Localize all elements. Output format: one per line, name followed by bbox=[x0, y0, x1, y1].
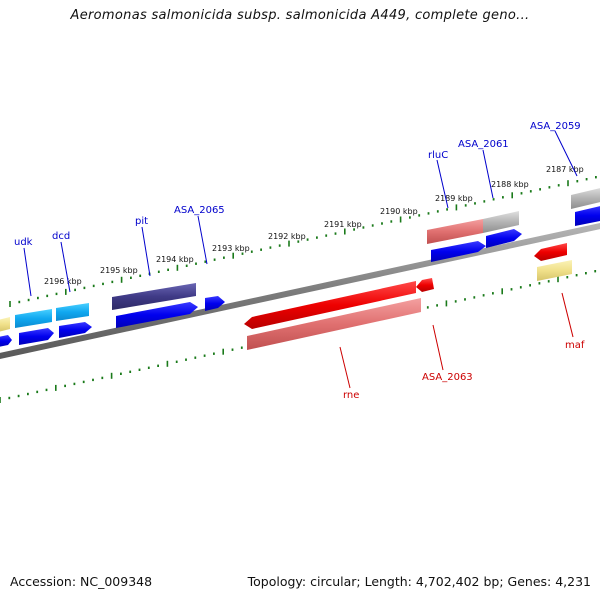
cds-asa2065-arrow[interactable] bbox=[205, 296, 225, 311]
cds-rluc-arrow[interactable] bbox=[431, 241, 486, 262]
gene-rne-feature[interactable] bbox=[244, 281, 416, 329]
label-dcd[interactable]: dcd bbox=[52, 231, 70, 242]
genome-backbone bbox=[0, 223, 600, 359]
label-asa2063[interactable]: ASA_2063 bbox=[422, 372, 473, 383]
kbp-label-2190: 2190 kbp bbox=[380, 207, 418, 216]
leader-asa2061 bbox=[482, 149, 494, 199]
gene-left-yellow-feature[interactable] bbox=[0, 317, 10, 332]
reverse-label-leaders bbox=[339, 292, 574, 389]
label-rne[interactable]: rne bbox=[343, 390, 359, 401]
kbp-label-2195: 2195 kbp bbox=[100, 266, 138, 275]
kbp-label-2196: 2196 kbp bbox=[44, 277, 82, 286]
kbp-label-2192: 2192 kbp bbox=[268, 232, 306, 241]
accession-label: Accession: NC_009348 bbox=[10, 574, 153, 589]
label-udk[interactable]: udk bbox=[14, 237, 33, 248]
gene-maf-feature[interactable] bbox=[534, 243, 567, 261]
gene-asa2061-feature[interactable] bbox=[483, 211, 519, 233]
leader-maf bbox=[561, 292, 574, 338]
leader-rluc bbox=[436, 159, 449, 209]
cds-left-partial-arrow[interactable] bbox=[0, 335, 12, 347]
label-asa2059[interactable]: ASA_2059 bbox=[530, 121, 581, 132]
forward-gene-labels: udk dcd pit ASA_2065 rluC ASA_2061 ASA_2… bbox=[14, 121, 581, 248]
leader-rne bbox=[339, 346, 351, 389]
gene-dcd-feature[interactable] bbox=[56, 303, 89, 321]
kbp-label-2193: 2193 kbp bbox=[212, 244, 250, 253]
gene-asa2063-feature[interactable] bbox=[416, 278, 434, 292]
topology-summary: Topology: circular; Length: 4,702,402 bp… bbox=[247, 574, 591, 589]
label-asa2065[interactable]: ASA_2065 bbox=[174, 205, 225, 216]
cds-pit-arrow[interactable] bbox=[116, 302, 198, 328]
gene-rluc-feature[interactable] bbox=[427, 219, 483, 244]
leader-asa2059 bbox=[554, 130, 578, 177]
forward-label-leaders bbox=[23, 130, 578, 297]
label-pit[interactable]: pit bbox=[135, 216, 148, 227]
gene-rne-transcript-bar[interactable] bbox=[247, 298, 421, 350]
leader-dcd bbox=[60, 241, 71, 293]
gene-asa2059-feature[interactable] bbox=[571, 187, 600, 209]
kbp-label-2194: 2194 kbp bbox=[156, 255, 194, 264]
leader-pit bbox=[141, 226, 151, 277]
label-rluc[interactable]: rluC bbox=[428, 150, 448, 161]
label-maf[interactable]: maf bbox=[565, 340, 585, 351]
gene-maf-transcript-bar[interactable] bbox=[537, 260, 572, 281]
label-asa2061[interactable]: ASA_2061 bbox=[458, 139, 509, 150]
cds-asa2059-arrow[interactable] bbox=[575, 205, 600, 226]
leader-asa2065 bbox=[197, 215, 208, 265]
kbp-label-2188: 2188 kbp bbox=[491, 180, 529, 189]
gene-udk-feature[interactable] bbox=[15, 309, 52, 328]
reverse-gene-labels: rne ASA_2063 maf bbox=[343, 340, 585, 401]
cds-dcd-arrow[interactable] bbox=[59, 322, 92, 338]
map-title: Aeromonas salmonicida subsp. salmonicida… bbox=[70, 8, 530, 23]
leader-udk bbox=[23, 247, 32, 297]
kbp-label-2189: 2189 kbp bbox=[435, 194, 473, 203]
kbp-scale-labels: 2196 kbp 2195 kbp 2194 kbp 2193 kbp 2192… bbox=[44, 165, 584, 286]
cds-udk-arrow[interactable] bbox=[19, 328, 54, 345]
upper-scale-ticks bbox=[9, 176, 597, 307]
cds-asa2061-arrow[interactable] bbox=[486, 229, 522, 248]
leader-asa2063 bbox=[432, 324, 444, 371]
gene-pit-feature[interactable] bbox=[112, 283, 196, 310]
kbp-label-2191: 2191 kbp bbox=[324, 220, 362, 229]
kbp-label-2187: 2187 kbp bbox=[546, 165, 584, 174]
